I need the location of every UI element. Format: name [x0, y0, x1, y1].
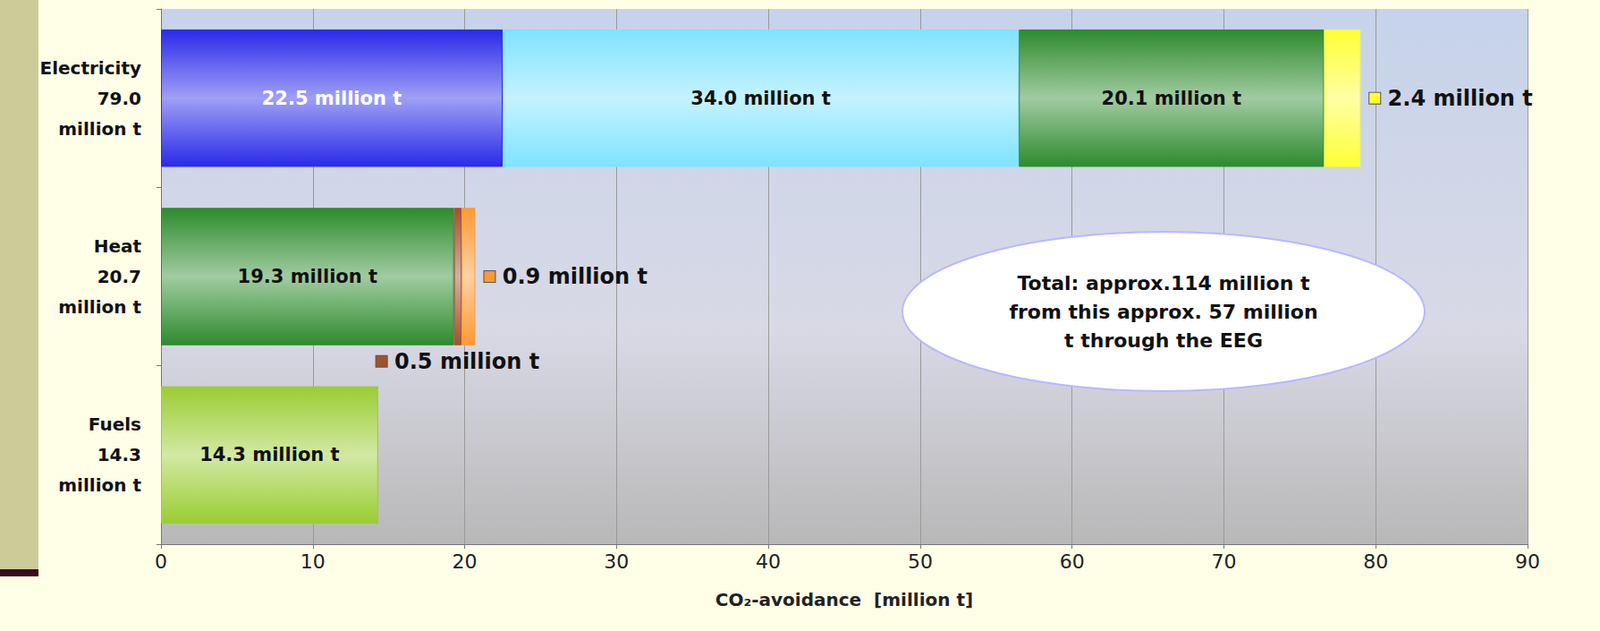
- svg-text:Fuels: Fuels: [88, 413, 142, 435]
- svg-text:10: 10: [300, 550, 326, 573]
- svg-text:Electricity: Electricity: [39, 57, 142, 79]
- svg-text:Total: approx.114 million t: Total: approx.114 million t: [1016, 271, 1311, 295]
- svg-text:2.4 million t: 2.4 million t: [1379, 85, 1533, 111]
- svg-text:Heat: Heat: [93, 235, 143, 257]
- svg-text:90: 90: [1515, 550, 1541, 573]
- svg-text:20.7: 20.7: [97, 265, 142, 288]
- svg-text:20.1 million t: 20.1 million t: [1101, 87, 1243, 110]
- svg-text:million t: million t: [58, 474, 142, 496]
- svg-text:40: 40: [755, 550, 781, 573]
- svg-text:22.5 million t: 22.5 million t: [262, 87, 403, 110]
- svg-text:CO₂-avoidance [million t]: CO₂-avoidance [million t]: [715, 588, 974, 610]
- svg-text:50: 50: [907, 550, 933, 573]
- svg-text:60: 60: [1059, 550, 1085, 573]
- svg-text:0: 0: [154, 550, 168, 573]
- svg-text:0.9 million t: 0.9 million t: [494, 263, 648, 289]
- svg-text:19.3 million t: 19.3 million t: [237, 265, 379, 288]
- svg-text:34.0 million t: 34.0 million t: [690, 87, 831, 110]
- svg-text:80: 80: [1362, 550, 1389, 573]
- svg-text:t through the EEG: t through the EEG: [1064, 329, 1263, 352]
- svg-text:0.5 million t: 0.5 million t: [387, 348, 541, 374]
- svg-text:30: 30: [603, 550, 629, 573]
- svg-text:14.3: 14.3: [97, 443, 142, 466]
- svg-text:14.3 million t: 14.3 million t: [199, 443, 340, 466]
- svg-text:70: 70: [1210, 550, 1236, 573]
- svg-text:79.0: 79.0: [97, 87, 142, 110]
- svg-text:from this approx. 57 million: from this approx. 57 million: [1008, 300, 1318, 323]
- svg-text:million t: million t: [58, 118, 142, 140]
- svg-text:million t: million t: [58, 296, 142, 318]
- svg-text:20: 20: [452, 550, 478, 573]
